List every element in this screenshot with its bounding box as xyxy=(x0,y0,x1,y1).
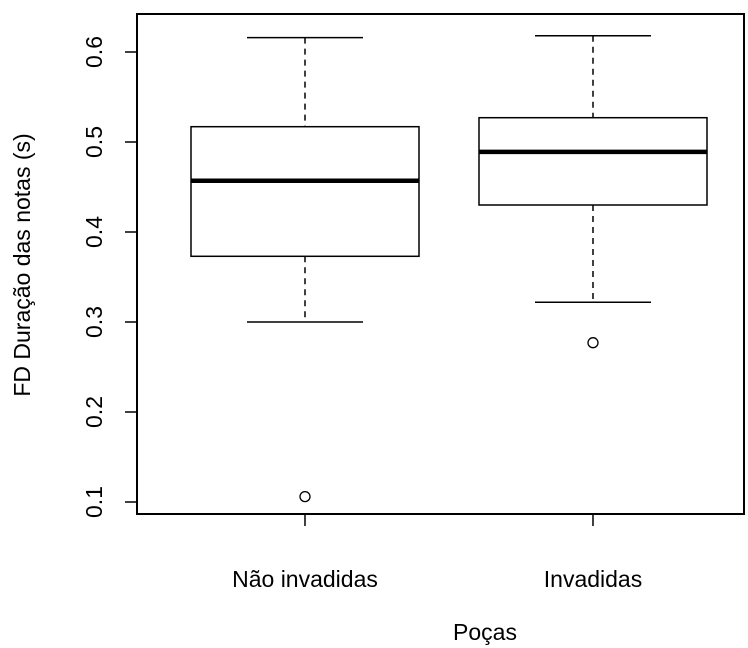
outlier-point xyxy=(587,337,599,349)
y-axis-title: FD Duração das notas (s) xyxy=(9,133,35,396)
box-iqr xyxy=(190,125,420,258)
boxes xyxy=(190,35,708,503)
y-tick-label: 0.4 xyxy=(81,216,107,248)
x-tick-label: Não invadidas xyxy=(232,566,378,592)
y-axis: 0.1 0.2 0.3 0.4 0.5 0.6 xyxy=(81,36,137,518)
outlier-point xyxy=(299,490,311,503)
y-tick-label: 0.2 xyxy=(81,396,107,428)
plot-frame xyxy=(136,13,745,515)
x-axis-title: Poças xyxy=(453,619,517,645)
x-tick-label: Invadidas xyxy=(544,566,642,592)
box-group xyxy=(478,35,708,349)
y-tick-label: 0.3 xyxy=(81,306,107,338)
y-tick-label: 0.5 xyxy=(81,126,107,158)
box-group xyxy=(190,36,420,503)
y-tick-label: 0.1 xyxy=(81,486,107,518)
box-iqr xyxy=(478,116,708,206)
x-axis: Não invadidas Invadidas xyxy=(232,514,642,592)
y-tick-label: 0.6 xyxy=(81,36,107,68)
